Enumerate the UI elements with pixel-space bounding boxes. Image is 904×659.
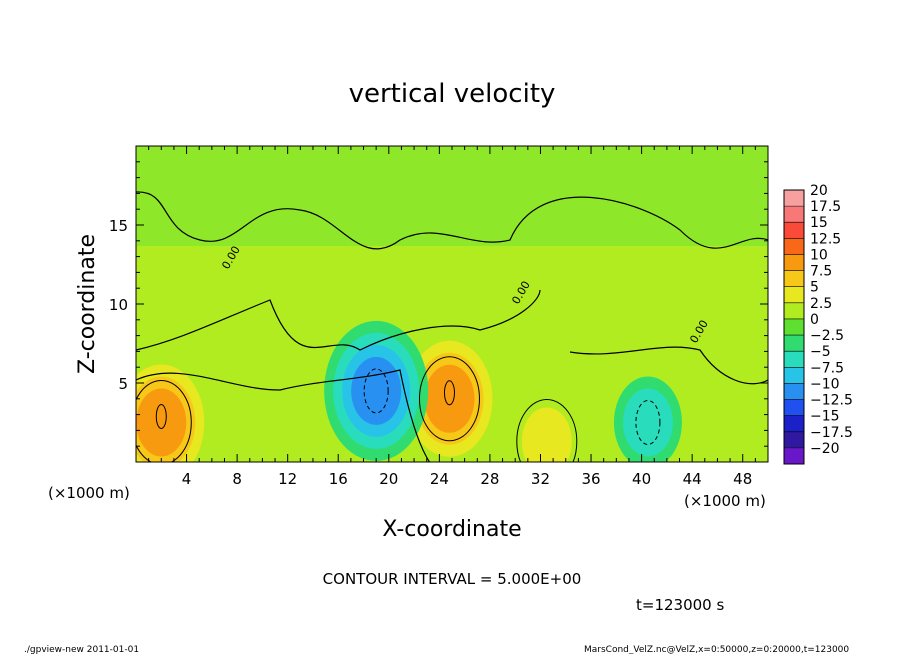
contour-lines <box>136 191 768 462</box>
colorbar-segment <box>784 431 804 448</box>
contour-line <box>136 289 541 351</box>
colorbar-segment <box>784 383 804 400</box>
y-axis-label: Z-coordinate <box>75 234 100 374</box>
field-feature-updraft <box>512 395 581 462</box>
x-tick-label: 48 <box>733 470 752 488</box>
footer-right: MarsCond_VelZ.nc@VelZ,x=0:50000,z=0:2000… <box>584 645 849 654</box>
x-tick-label: 12 <box>278 470 297 488</box>
x-tick-label: 28 <box>480 470 499 488</box>
field-level <box>136 388 187 457</box>
field-feature-downdraft <box>613 376 682 462</box>
contour-line <box>443 380 455 406</box>
velocity-field <box>136 146 768 462</box>
x-tick-label: 8 <box>232 470 242 488</box>
field-level <box>351 356 402 425</box>
colorbar-segment <box>784 318 804 336</box>
x-tick-label: 16 <box>329 470 348 488</box>
colorbar-label: 12.5 <box>810 231 841 247</box>
x-unit-left: (×1000 m) <box>48 484 130 502</box>
y-axis: 5 10 15 <box>109 145 768 463</box>
y-tick-label: 15 <box>109 217 128 235</box>
field-level <box>424 364 475 433</box>
contour-line <box>136 369 431 462</box>
contour-line <box>363 368 389 414</box>
colorbar-label: −15 <box>810 409 840 425</box>
contour-line <box>635 400 661 445</box>
colorbar-segment <box>784 415 804 432</box>
colorbar-label: −2.5 <box>810 328 844 344</box>
colorbar-label: −7.5 <box>810 360 844 376</box>
field-level <box>622 388 673 457</box>
field-feature-downdraft <box>324 320 429 461</box>
chart-title: vertical velocity <box>349 79 556 109</box>
colorbar-label: −10 <box>810 376 840 392</box>
field-level <box>521 407 572 462</box>
x-tick-label: 36 <box>581 470 600 488</box>
x-tick-label: 4 <box>182 470 192 488</box>
colorbar-segment <box>784 447 804 464</box>
x-tick-label: 24 <box>430 470 449 488</box>
x-unit-right: (×1000 m) <box>684 492 766 510</box>
contour-line <box>516 398 578 462</box>
colorbar-label: 2.5 <box>810 296 832 312</box>
x-axis-label: X-coordinate <box>382 517 521 542</box>
colorbar-segment <box>784 222 804 239</box>
colorbar: 2017.51512.5107.552.50−2.5−5−7.5−10−12.5… <box>783 183 853 465</box>
y-tick-label: 10 <box>109 296 128 314</box>
colorbar-segment <box>784 399 804 416</box>
colorbar-segment <box>784 351 804 368</box>
colorbar-label: 7.5 <box>810 264 832 280</box>
colorbar-label: 5 <box>810 280 819 296</box>
colorbar-segment <box>784 254 804 271</box>
colorbar-label: 10 <box>810 247 828 263</box>
colorbar-segment <box>784 270 804 287</box>
contour-line <box>136 191 768 250</box>
colorbar-label: 15 <box>810 215 828 231</box>
footer-left: ./gpview-new 2011-01-01 <box>24 645 139 654</box>
colorbar-label: −5 <box>810 344 831 360</box>
contour-line <box>155 404 167 429</box>
colorbar-segment <box>784 190 804 207</box>
colorbar-segment <box>784 238 804 255</box>
field-feature-updraft <box>136 352 214 462</box>
contour-line <box>136 380 192 462</box>
x-tick-label: 32 <box>531 470 550 488</box>
colorbar-label: −12.5 <box>810 393 853 409</box>
colorbar-label: −20 <box>810 441 840 457</box>
colorbar-segment <box>784 335 804 352</box>
field-band <box>136 146 768 246</box>
x-tick-label: 44 <box>683 470 702 488</box>
x-axis: 4 8 12 16 20 24 28 32 36 40 44 48 <box>135 146 769 488</box>
x-tick-label: 20 <box>379 470 398 488</box>
x-tick-label: 40 <box>632 470 651 488</box>
time-label: t=123000 s <box>636 596 724 614</box>
colorbar-label: 17.5 <box>810 199 841 215</box>
contour-line <box>418 356 480 442</box>
colorbar-label: 0 <box>810 312 819 328</box>
colorbar-segment <box>784 302 804 319</box>
colorbar-segment <box>784 206 804 223</box>
colorbar-label: −17.5 <box>810 425 853 441</box>
colorbar-segment <box>784 367 804 384</box>
contour-line <box>569 346 768 385</box>
y-tick-label: 5 <box>118 375 128 393</box>
colorbar-segment <box>784 286 804 303</box>
contour-interval: CONTOUR INTERVAL = 5.000E+00 <box>323 570 582 588</box>
colorbar-label: 20 <box>810 183 828 199</box>
